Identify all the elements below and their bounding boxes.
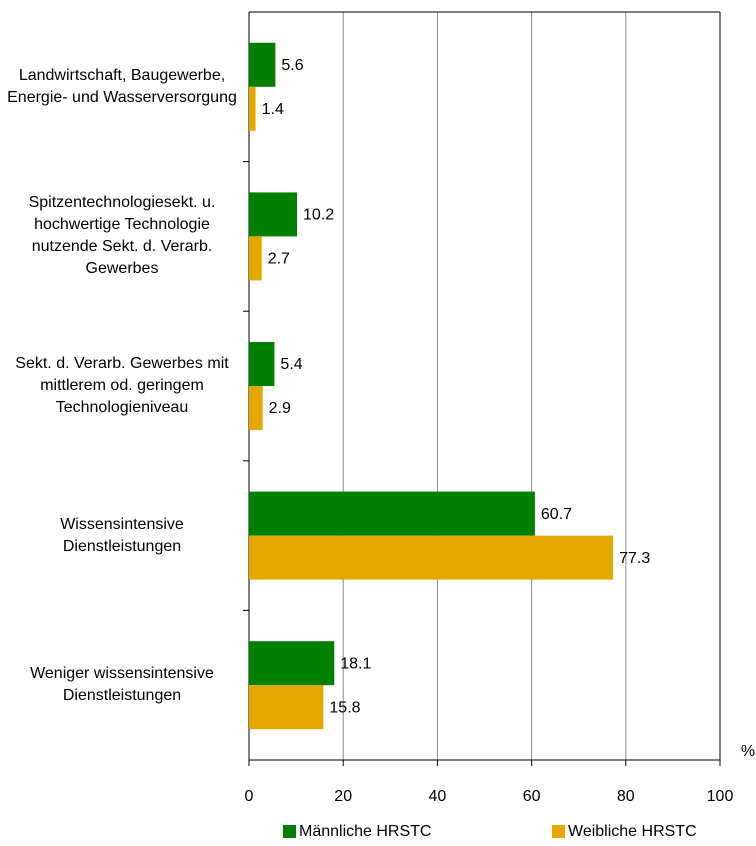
value-label: 18.1 xyxy=(340,655,371,672)
bar xyxy=(249,86,256,131)
value-label: 2.9 xyxy=(269,400,291,417)
category-label: Spitzentechnologiesekt. u. hochwertige T… xyxy=(28,194,216,278)
category-label: Wissensintensive Dienstleistungen xyxy=(60,515,184,555)
legend-swatch xyxy=(552,825,565,838)
x-tick-label: 20 xyxy=(334,788,352,805)
x-tick-label: 0 xyxy=(245,788,254,805)
bar xyxy=(249,685,324,730)
category-label: Weniger wissensintensive Dienstleistunge… xyxy=(30,665,214,705)
value-label: 10.2 xyxy=(303,207,334,224)
value-label: 15.8 xyxy=(329,699,360,716)
value-label: 5.4 xyxy=(280,356,302,373)
legend-swatch xyxy=(283,825,296,838)
bar xyxy=(249,236,262,281)
value-label: 2.7 xyxy=(268,251,290,268)
value-label: 5.6 xyxy=(281,57,303,74)
category-label: Landwirtschaft, Baugewerbe, Energie- und… xyxy=(7,66,237,106)
bar xyxy=(249,641,335,686)
legend-label: Weibliche HRSTC xyxy=(568,823,697,840)
bar xyxy=(249,491,535,536)
value-label: 60.7 xyxy=(541,506,572,523)
x-tick-label: 80 xyxy=(617,788,635,805)
x-tick-label: 40 xyxy=(429,788,447,805)
bar xyxy=(249,192,298,237)
x-tick-label: 100 xyxy=(707,788,734,805)
legend-label: Männliche HRSTC xyxy=(299,823,431,840)
bar xyxy=(249,386,263,430)
bar xyxy=(249,535,614,580)
category-label: Sekt. d. Verarb. Gewerbes mit mittlerem … xyxy=(15,355,229,416)
value-label: 77.3 xyxy=(619,550,650,567)
bar xyxy=(249,42,276,87)
value-label: 1.4 xyxy=(262,101,284,118)
bar xyxy=(249,342,275,386)
x-tick-label: 60 xyxy=(523,788,541,805)
x-axis-label: % xyxy=(741,743,755,760)
